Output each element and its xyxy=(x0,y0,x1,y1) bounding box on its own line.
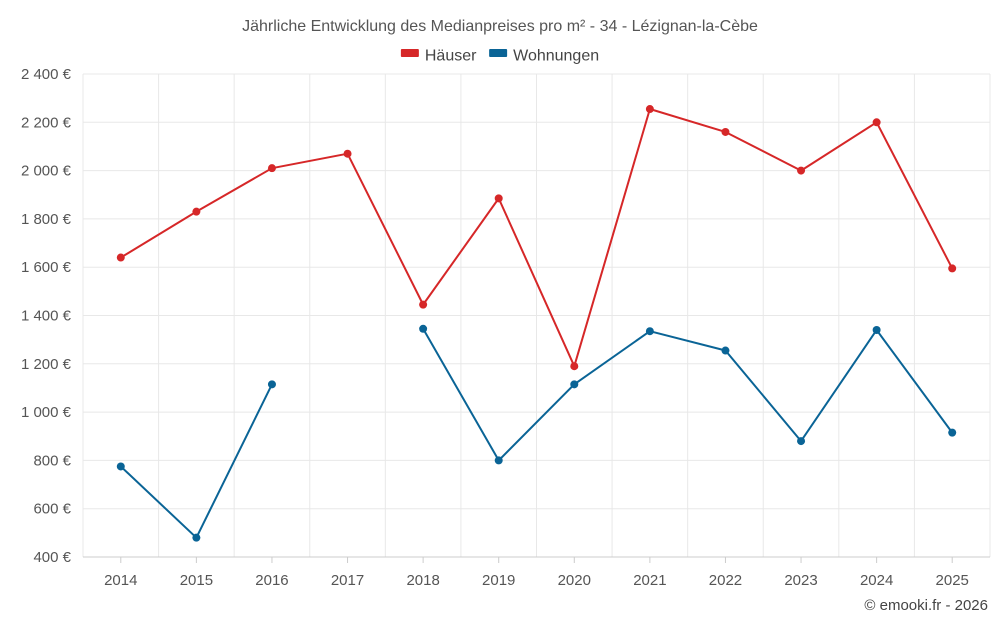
data-point[interactable] xyxy=(797,437,806,446)
data-point[interactable] xyxy=(343,149,352,158)
data-point[interactable] xyxy=(872,118,881,127)
series-line xyxy=(120,383,273,539)
x-tick-label: 2024 xyxy=(860,572,893,589)
x-tick-label: 2022 xyxy=(709,572,742,589)
x-tick-label: 2021 xyxy=(633,572,666,589)
data-point[interactable] xyxy=(948,264,957,273)
grid xyxy=(82,73,991,558)
legend-swatch xyxy=(489,49,508,57)
data-point[interactable] xyxy=(721,346,730,355)
y-tick-label: 2 400 € xyxy=(21,66,72,83)
y-axis: 400 € 600 € 800 € 1 000 € 1 200 € 1 400 € 1 60… xyxy=(21,66,72,566)
y-tick-label: 1 400 € xyxy=(21,308,72,325)
legend-item-haeuser[interactable]: Häuser xyxy=(400,47,477,64)
data-point[interactable] xyxy=(419,300,428,309)
x-tick-label: 2023 xyxy=(784,572,817,589)
data-point[interactable] xyxy=(721,127,730,136)
data-point[interactable] xyxy=(645,105,654,114)
data-point[interactable] xyxy=(948,428,957,437)
x-tick-label: 2018 xyxy=(406,572,439,589)
x-tick-label: 2015 xyxy=(180,572,213,589)
data-point[interactable] xyxy=(797,166,806,175)
data-point[interactable] xyxy=(192,207,201,216)
y-tick-label: 1 000 € xyxy=(21,404,72,421)
credit-text: © emooki.fr - 2026 xyxy=(864,597,988,614)
y-tick-label: 800 € xyxy=(33,452,71,469)
data-point[interactable] xyxy=(494,194,503,203)
series-layer xyxy=(116,105,957,542)
x-tick-label: 2019 xyxy=(482,572,515,589)
data-point[interactable] xyxy=(570,380,579,389)
data-point[interactable] xyxy=(872,325,881,334)
data-point[interactable] xyxy=(267,164,276,173)
y-tick-label: 2 200 € xyxy=(21,114,72,131)
x-tick-label: 2016 xyxy=(255,572,288,589)
data-point[interactable] xyxy=(494,456,503,465)
series-haeuser[interactable] xyxy=(116,105,957,371)
y-tick-label: 600 € xyxy=(33,501,71,518)
legend-label: Häuser xyxy=(425,47,477,64)
y-tick-label: 1 600 € xyxy=(21,259,72,276)
x-tick-label: 2014 xyxy=(104,572,137,589)
x-tick-label: 2020 xyxy=(558,572,591,589)
legend-item-wohnungen[interactable]: Wohnungen xyxy=(489,47,599,64)
data-point[interactable] xyxy=(267,380,276,389)
legend-swatch xyxy=(400,49,419,57)
data-point[interactable] xyxy=(570,362,579,371)
x-axis: 2014 2015 2016 2017 2018 2019 2020 2021 2022 2023… xyxy=(104,557,969,589)
x-tick-label: 2017 xyxy=(331,572,364,589)
chart-title: Jährliche Entwicklung des Medianpreises … xyxy=(242,18,758,35)
y-tick-label: 1 800 € xyxy=(21,211,72,228)
y-tick-label: 400 € xyxy=(33,549,71,566)
legend-label: Wohnungen xyxy=(513,47,599,64)
data-point[interactable] xyxy=(192,533,201,542)
data-point[interactable] xyxy=(645,327,654,336)
x-tick-label: 2025 xyxy=(936,572,969,589)
data-point[interactable] xyxy=(116,462,125,471)
series-wohnungen[interactable] xyxy=(116,324,957,542)
y-tick-label: 2 000 € xyxy=(21,163,72,180)
legend[interactable]: Häuser Wohnungen xyxy=(400,47,599,64)
series-line xyxy=(120,108,954,368)
series-line xyxy=(422,328,954,462)
data-point[interactable] xyxy=(116,253,125,262)
data-point[interactable] xyxy=(419,324,428,333)
y-tick-label: 1 200 € xyxy=(21,356,72,373)
